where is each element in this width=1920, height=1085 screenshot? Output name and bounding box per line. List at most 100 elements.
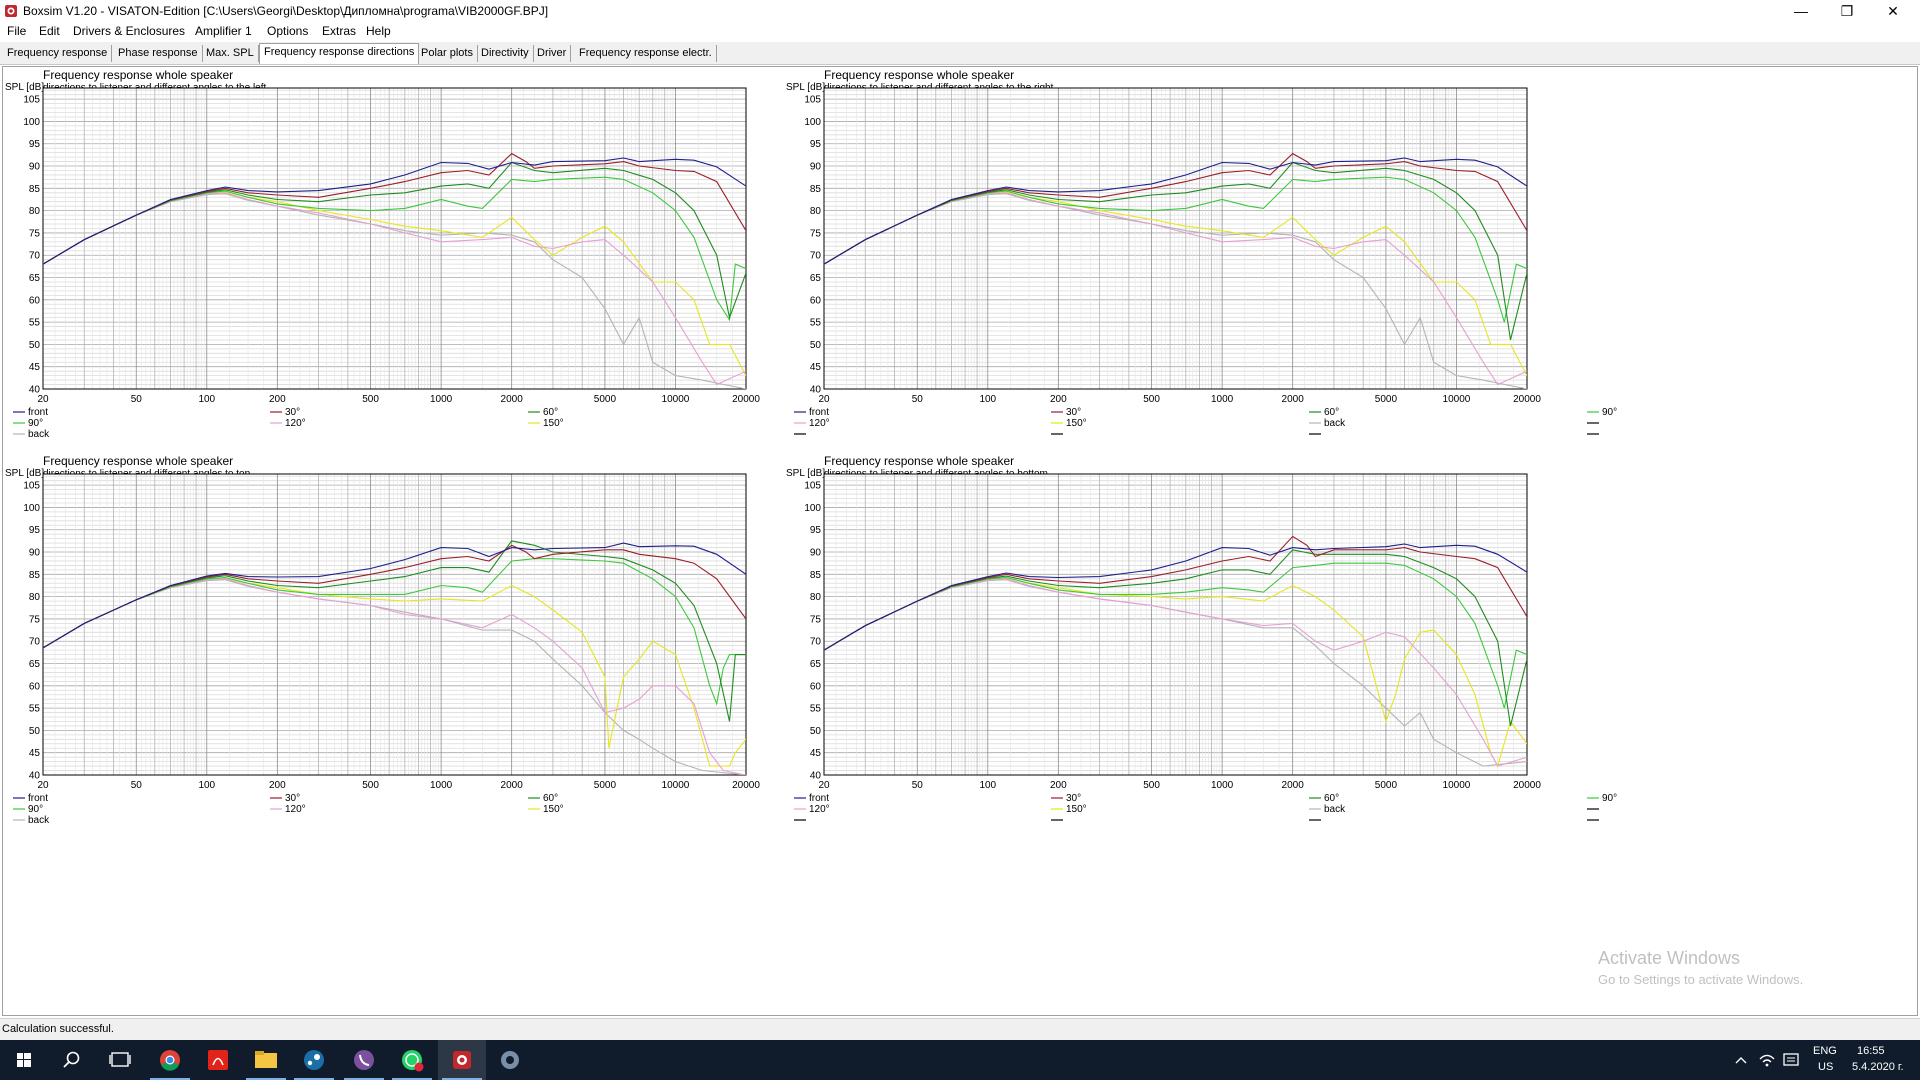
menu-drivers-enclosures[interactable]: Drivers & Enclosures <box>73 24 186 38</box>
y-tick-label: 50 <box>29 726 41 737</box>
tab-frequency-response[interactable]: Frequency response <box>3 45 113 62</box>
y-tick-label: 60 <box>810 681 822 692</box>
y-tick-label: 95 <box>810 525 822 536</box>
legend-label: back <box>1324 804 1346 815</box>
tab-directivity[interactable]: Directivity <box>477 45 534 62</box>
clock-date[interactable]: 5.4.2020 г. <box>1852 1061 1904 1073</box>
settings-taskbar-button[interactable] <box>486 1040 534 1080</box>
legend-label: 90° <box>1602 407 1617 418</box>
x-tick-label: 20000 <box>1513 394 1541 405</box>
x-tick-label: 100 <box>198 394 215 405</box>
file-explorer-taskbar-button[interactable] <box>242 1040 290 1080</box>
series-line-front <box>824 543 1527 651</box>
legend-label: 30° <box>1066 407 1081 418</box>
series-line-60 <box>43 161 746 320</box>
x-tick-label: 50 <box>131 780 143 791</box>
plot-area <box>823 473 1528 776</box>
menu-edit[interactable]: Edit <box>39 24 60 38</box>
task-view-button[interactable] <box>96 1040 144 1080</box>
x-tick-label: 20 <box>37 394 49 405</box>
tab-phase-response[interactable]: Phase response <box>114 45 203 62</box>
whatsapp-icon <box>402 1050 424 1072</box>
y-tick-label: 55 <box>810 704 822 715</box>
menu-options[interactable]: Options <box>267 24 309 38</box>
y-tick-label: 105 <box>23 481 40 492</box>
pdf-reader-taskbar-button[interactable] <box>194 1040 242 1080</box>
close-button[interactable]: ✕ <box>1887 3 1899 19</box>
keyboard-layout[interactable]: US <box>1818 1061 1834 1073</box>
y-tick-label: 40 <box>29 385 41 396</box>
legend-label: 120° <box>809 804 830 815</box>
steam-taskbar-button[interactable] <box>290 1040 338 1080</box>
plot-border <box>823 87 1528 390</box>
wifi-icon[interactable] <box>1758 1052 1776 1068</box>
tab-bar: Frequency response Phase response Max. S… <box>0 42 1920 65</box>
legend-label: 90° <box>1602 793 1617 804</box>
y-tick-label: 90 <box>29 162 41 173</box>
y-axis-label: SPL [dB] <box>786 468 825 479</box>
tab-frequency-response-electr[interactable]: Frequency response electr. <box>575 45 717 62</box>
y-tick-label: 70 <box>29 251 41 262</box>
menu-file[interactable]: File <box>7 24 27 38</box>
boxsim-taskbar-button[interactable] <box>438 1040 486 1080</box>
title-bar: Boxsim V1.20 - VISATON-Edition [C:\Users… <box>0 0 1920 22</box>
chart-title: Frequency response whole speaker <box>43 454 233 468</box>
minimize-button[interactable]: — <box>1794 3 1808 19</box>
legend-label: 120° <box>809 418 830 429</box>
y-tick-label: 65 <box>29 273 41 284</box>
start-button[interactable] <box>0 1040 48 1080</box>
notification-icon[interactable] <box>1782 1052 1800 1068</box>
series-line-30 <box>43 152 746 265</box>
search-button[interactable] <box>48 1040 96 1080</box>
menu-help[interactable]: Help <box>366 24 391 38</box>
taskbar: ENG US 16:55 5.4.2020 г. <box>0 1040 1920 1080</box>
y-tick-label: 40 <box>810 771 822 782</box>
legend-label: front <box>28 407 48 418</box>
menu-extras[interactable]: Extras <box>322 24 357 38</box>
y-tick-label: 55 <box>810 318 822 329</box>
legend-label: 150° <box>1066 418 1087 429</box>
restore-button[interactable]: ❐ <box>1840 3 1854 19</box>
tab-driver[interactable]: Driver <box>533 45 572 62</box>
pdf-reader-icon <box>208 1050 228 1070</box>
y-tick-label: 100 <box>23 117 40 128</box>
y-axis-label: SPL [dB] <box>5 82 44 93</box>
legend-label: 60° <box>1324 793 1339 804</box>
clock-time[interactable]: 16:55 <box>1857 1045 1885 1057</box>
whatsapp-taskbar-button[interactable] <box>388 1040 436 1080</box>
x-tick-label: 5000 <box>1375 394 1398 405</box>
chart-title: Frequency response whole speaker <box>824 454 1014 468</box>
activation-watermark-text: Go to Settings to activate Windows. <box>1598 972 1804 987</box>
file-explorer-icon <box>255 1051 277 1068</box>
legend-label: front <box>809 407 829 418</box>
y-tick-label: 55 <box>29 704 41 715</box>
x-tick-label: 500 <box>1143 394 1160 405</box>
y-tick-label: 100 <box>23 503 40 514</box>
language-indicator[interactable]: ENG <box>1813 1045 1837 1057</box>
y-tick-label: 70 <box>29 637 41 648</box>
y-tick-label: 105 <box>23 95 40 106</box>
settings-icon <box>501 1051 519 1069</box>
y-tick-label: 65 <box>810 273 822 284</box>
legend-label: 60° <box>543 793 558 804</box>
chart-panel-4: Frequency response whole speakerdirectio… <box>786 454 1617 821</box>
chevron-up-icon[interactable] <box>1733 1052 1749 1068</box>
y-tick-label: 85 <box>810 184 822 195</box>
series-line-back <box>824 579 1527 767</box>
viber-taskbar-button[interactable] <box>340 1040 388 1080</box>
tab-polar-plots[interactable]: Polar plots <box>417 45 478 62</box>
series-line-30 <box>824 535 1527 651</box>
y-tick-label: 95 <box>29 525 41 536</box>
tab-frequency-response-directions[interactable]: Frequency response directions <box>259 43 420 64</box>
menu-amplifier[interactable]: Amplifier 1 <box>195 24 252 38</box>
x-tick-label: 50 <box>131 394 143 405</box>
y-tick-label: 55 <box>29 318 41 329</box>
y-tick-label: 85 <box>29 570 41 581</box>
steam-icon <box>304 1050 324 1070</box>
chrome-taskbar-button[interactable] <box>146 1040 194 1080</box>
chart-panel-2: Frequency response whole speakerdirectio… <box>786 68 1617 435</box>
y-tick-label: 105 <box>804 95 821 106</box>
tab-max-spl[interactable]: Max. SPL <box>202 45 259 62</box>
y-tick-label: 85 <box>810 570 822 581</box>
series-line-120 <box>43 578 746 775</box>
